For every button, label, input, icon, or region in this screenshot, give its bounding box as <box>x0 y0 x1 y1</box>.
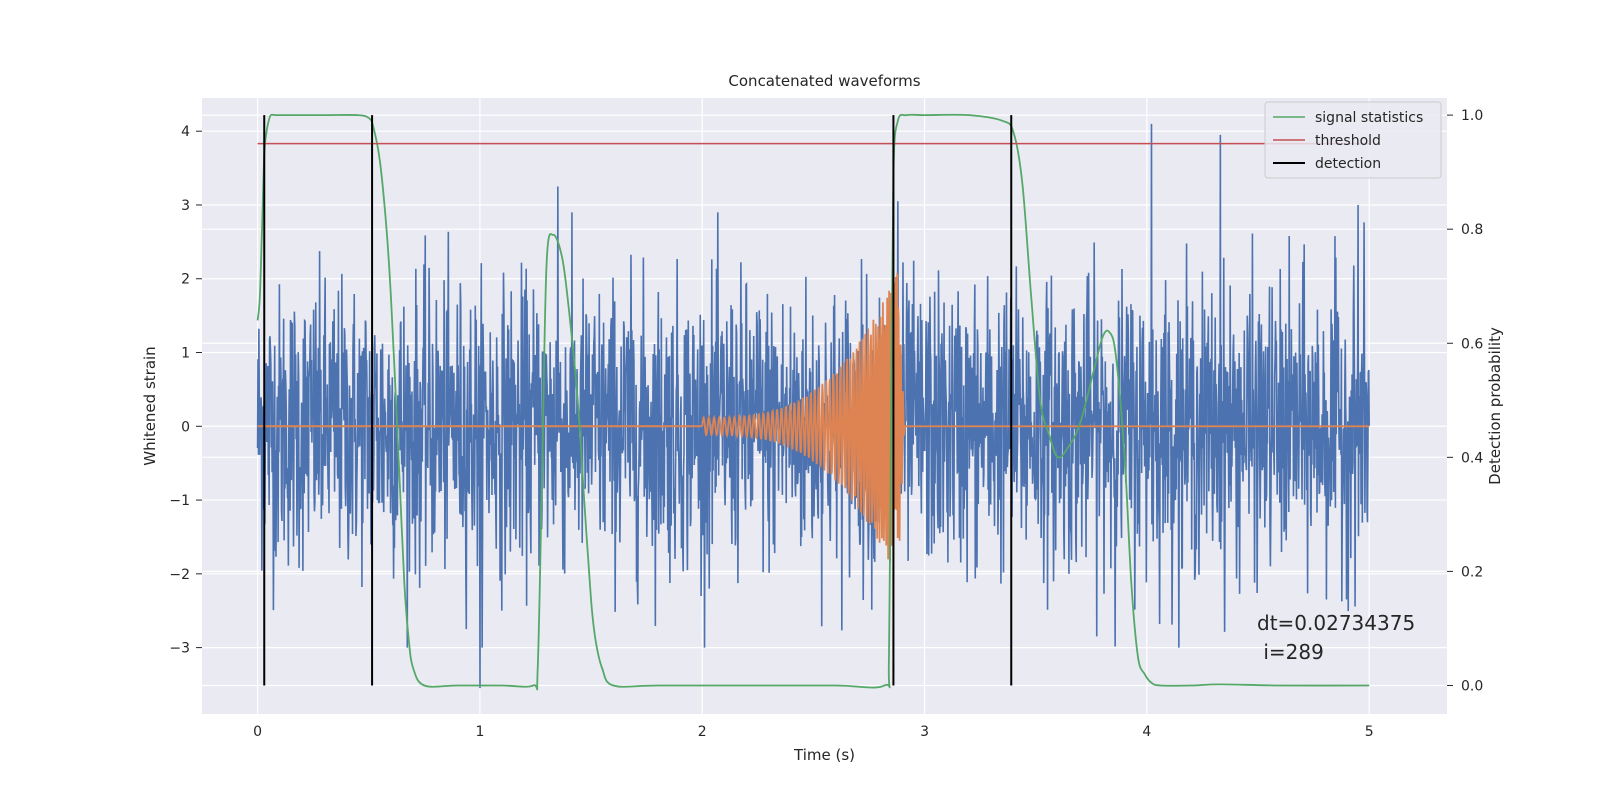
x-tick-label: 3 <box>920 724 929 740</box>
legend-item-detection: detection <box>1315 156 1381 172</box>
y2-tick-label: 1.0 <box>1461 108 1483 124</box>
y-tick-label: 0 <box>181 419 190 435</box>
y-tick-label: 3 <box>181 198 190 214</box>
y-axis-label: Whitened strain <box>141 346 159 465</box>
y2-tick-label: 0.6 <box>1461 336 1483 352</box>
y-tick-label: −2 <box>169 567 190 583</box>
x-tick-label: 4 <box>1142 724 1151 740</box>
y-tick-label: 1 <box>181 346 190 362</box>
chart-title: Concatenated waveforms <box>728 72 920 90</box>
legend-item-signal-statistics: signal statistics <box>1315 110 1423 126</box>
legend-box <box>1264 101 1442 179</box>
x-axis-label: Time (s) <box>793 746 855 764</box>
x-tick-label: 5 <box>1365 724 1374 740</box>
y-tick-label: 4 <box>181 124 190 140</box>
series-chirp <box>701 273 1370 563</box>
y2-axis-label: Detection probability <box>1486 327 1504 485</box>
y2-tick-label: 0.0 <box>1461 678 1483 694</box>
axes: 0 1 2 3 4 5 −3 −2 −1 0 1 2 3 4 0.0 0.2 0.4 0.6 0.8 1.0 <box>169 108 1483 740</box>
y-tick-label: 2 <box>181 272 190 288</box>
y2-tick-label: 0.4 <box>1461 450 1483 466</box>
plot-content <box>256 113 1370 691</box>
annotation-dt: dt=0.02734375 <box>1257 611 1415 635</box>
y-tick-label: −1 <box>169 493 190 509</box>
x-tick-label: 0 <box>253 724 262 740</box>
legend-item-threshold: threshold <box>1315 133 1381 149</box>
legend: signal statistics threshold detection <box>1264 101 1442 179</box>
y2-tick-label: 0.2 <box>1461 564 1483 580</box>
y2-tick-label: 0.8 <box>1461 222 1483 238</box>
y-tick-label: −3 <box>169 641 190 657</box>
x-tick-label: 2 <box>698 724 707 740</box>
annotation-index: i=289 <box>1257 640 1324 664</box>
x-tick-label: 1 <box>475 724 484 740</box>
